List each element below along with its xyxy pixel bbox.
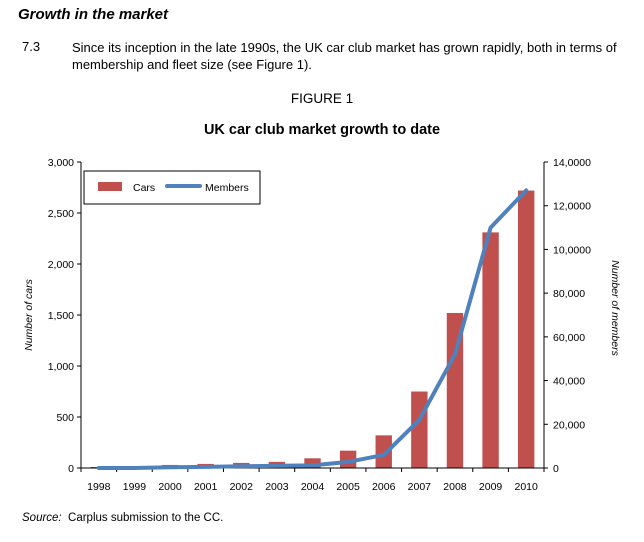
y2-axis-title: Number of members	[609, 260, 621, 356]
x-tick-label: 1999	[123, 481, 147, 493]
x-tick-label: 2002	[230, 481, 254, 493]
y-tick-label: 500	[56, 412, 74, 424]
y-tick-label: 3,000	[48, 157, 74, 169]
y2-tick-label: 14,0000	[553, 157, 591, 169]
section-heading: Growth in the market	[18, 6, 169, 23]
x-tick-label: 2006	[372, 481, 396, 493]
x-tick-label: 2000	[158, 481, 182, 493]
y-tick-label: 1,000	[48, 361, 74, 373]
y2-tick-label: 60,000	[553, 332, 585, 344]
paragraph-number: 7.3	[22, 39, 41, 54]
chart-legend: Cars Members	[83, 170, 261, 205]
legend-cars-swatch	[98, 182, 122, 191]
cars-bars	[90, 190, 535, 468]
figure-source: Source: Carplus submission to the CC.	[22, 512, 223, 524]
x-tick-label: 2008	[443, 481, 467, 493]
x-tick-label: 2009	[479, 481, 503, 493]
bar-cars-2009	[482, 232, 499, 468]
x-tick-label: 2010	[515, 481, 539, 493]
chart-axes	[77, 161, 548, 472]
x-tick-label: 1998	[87, 481, 111, 493]
legend-cars-label: Cars	[133, 182, 155, 194]
y2-tick-label: 12,0000	[553, 201, 591, 213]
chart-title: UK car club market growth to date	[203, 122, 441, 138]
bar-cars-2004	[304, 458, 321, 468]
x-tick-label: 2005	[336, 481, 360, 493]
y2-tick-label: 80,000	[553, 288, 585, 300]
y2-tick-label: 40,000	[553, 376, 585, 388]
x-tick-label: 2001	[194, 481, 218, 493]
source-label: Source:	[22, 512, 62, 524]
y-tick-label: 2,500	[48, 208, 74, 220]
paragraph-text: Since its inception in the late 1990s, t…	[72, 40, 617, 72]
x-tick-label: 2007	[408, 481, 432, 493]
legend-members-label: Members	[205, 182, 249, 194]
y-axis-title: Number of cars	[23, 278, 35, 351]
y2-tick-label: 10,0000	[553, 244, 591, 256]
bar-cars-2008	[446, 312, 464, 468]
bar-cars-2006	[375, 435, 392, 468]
x-tick-label: 2003	[265, 481, 289, 493]
x-tick-label: 2004	[301, 481, 325, 493]
bar-cars-2007	[411, 391, 428, 468]
y-tick-label: 1,500	[48, 310, 74, 322]
y2-tick-label: 0	[553, 463, 559, 475]
members-line	[96, 188, 529, 470]
bar-cars-2010	[518, 190, 535, 468]
source-text: Carplus submission to the CC.	[68, 512, 224, 524]
tick-labels: 0 500 1,000 1,500 2,000 2,500 3,000 0 20,000 40,0…	[48, 157, 591, 493]
figure-label: FIGURE 1	[290, 91, 354, 106]
y-tick-label: 0	[68, 463, 74, 475]
y2-tick-label: 20,000	[553, 419, 585, 431]
y-tick-label: 2,000	[48, 259, 74, 271]
